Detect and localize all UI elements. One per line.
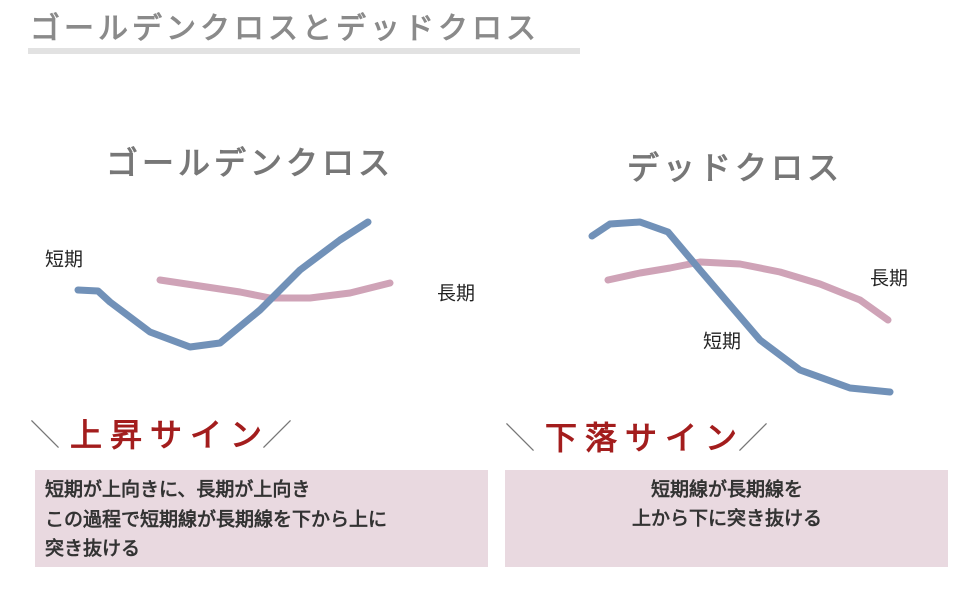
- title-underline: [28, 48, 580, 54]
- sign-text: 上昇サイン: [70, 416, 270, 454]
- description-line: 上から下に突き抜ける: [632, 507, 822, 530]
- sign-text: 下落サイン: [545, 419, 745, 457]
- long-line: [604, 258, 892, 324]
- description-line: 短期線が長期線を: [651, 478, 803, 501]
- long-label: 長期: [437, 283, 475, 305]
- sign-slash: ／: [262, 419, 292, 454]
- short-label: 短期: [45, 249, 83, 271]
- short-line: [588, 218, 894, 396]
- description-line: 突き抜ける: [45, 537, 140, 560]
- description-line: この過程で短期線が長期線を下から上に: [45, 508, 387, 531]
- panel-title: デッドクロス: [627, 149, 843, 187]
- description-line: 短期が上向きに、長期が上向き: [45, 478, 310, 501]
- sign-slash: ＼: [505, 422, 535, 457]
- page-title: ゴールデンクロスとデッドクロス: [30, 12, 540, 47]
- sign-slash: ／: [738, 422, 768, 457]
- short-line: [74, 218, 372, 351]
- short-label: 短期: [703, 331, 741, 353]
- sign-slash: ＼: [30, 419, 60, 454]
- long-label: 長期: [870, 268, 908, 290]
- description-box: [505, 470, 948, 567]
- description-box: [35, 470, 488, 567]
- panel-title: ゴールデンクロス: [106, 144, 394, 182]
